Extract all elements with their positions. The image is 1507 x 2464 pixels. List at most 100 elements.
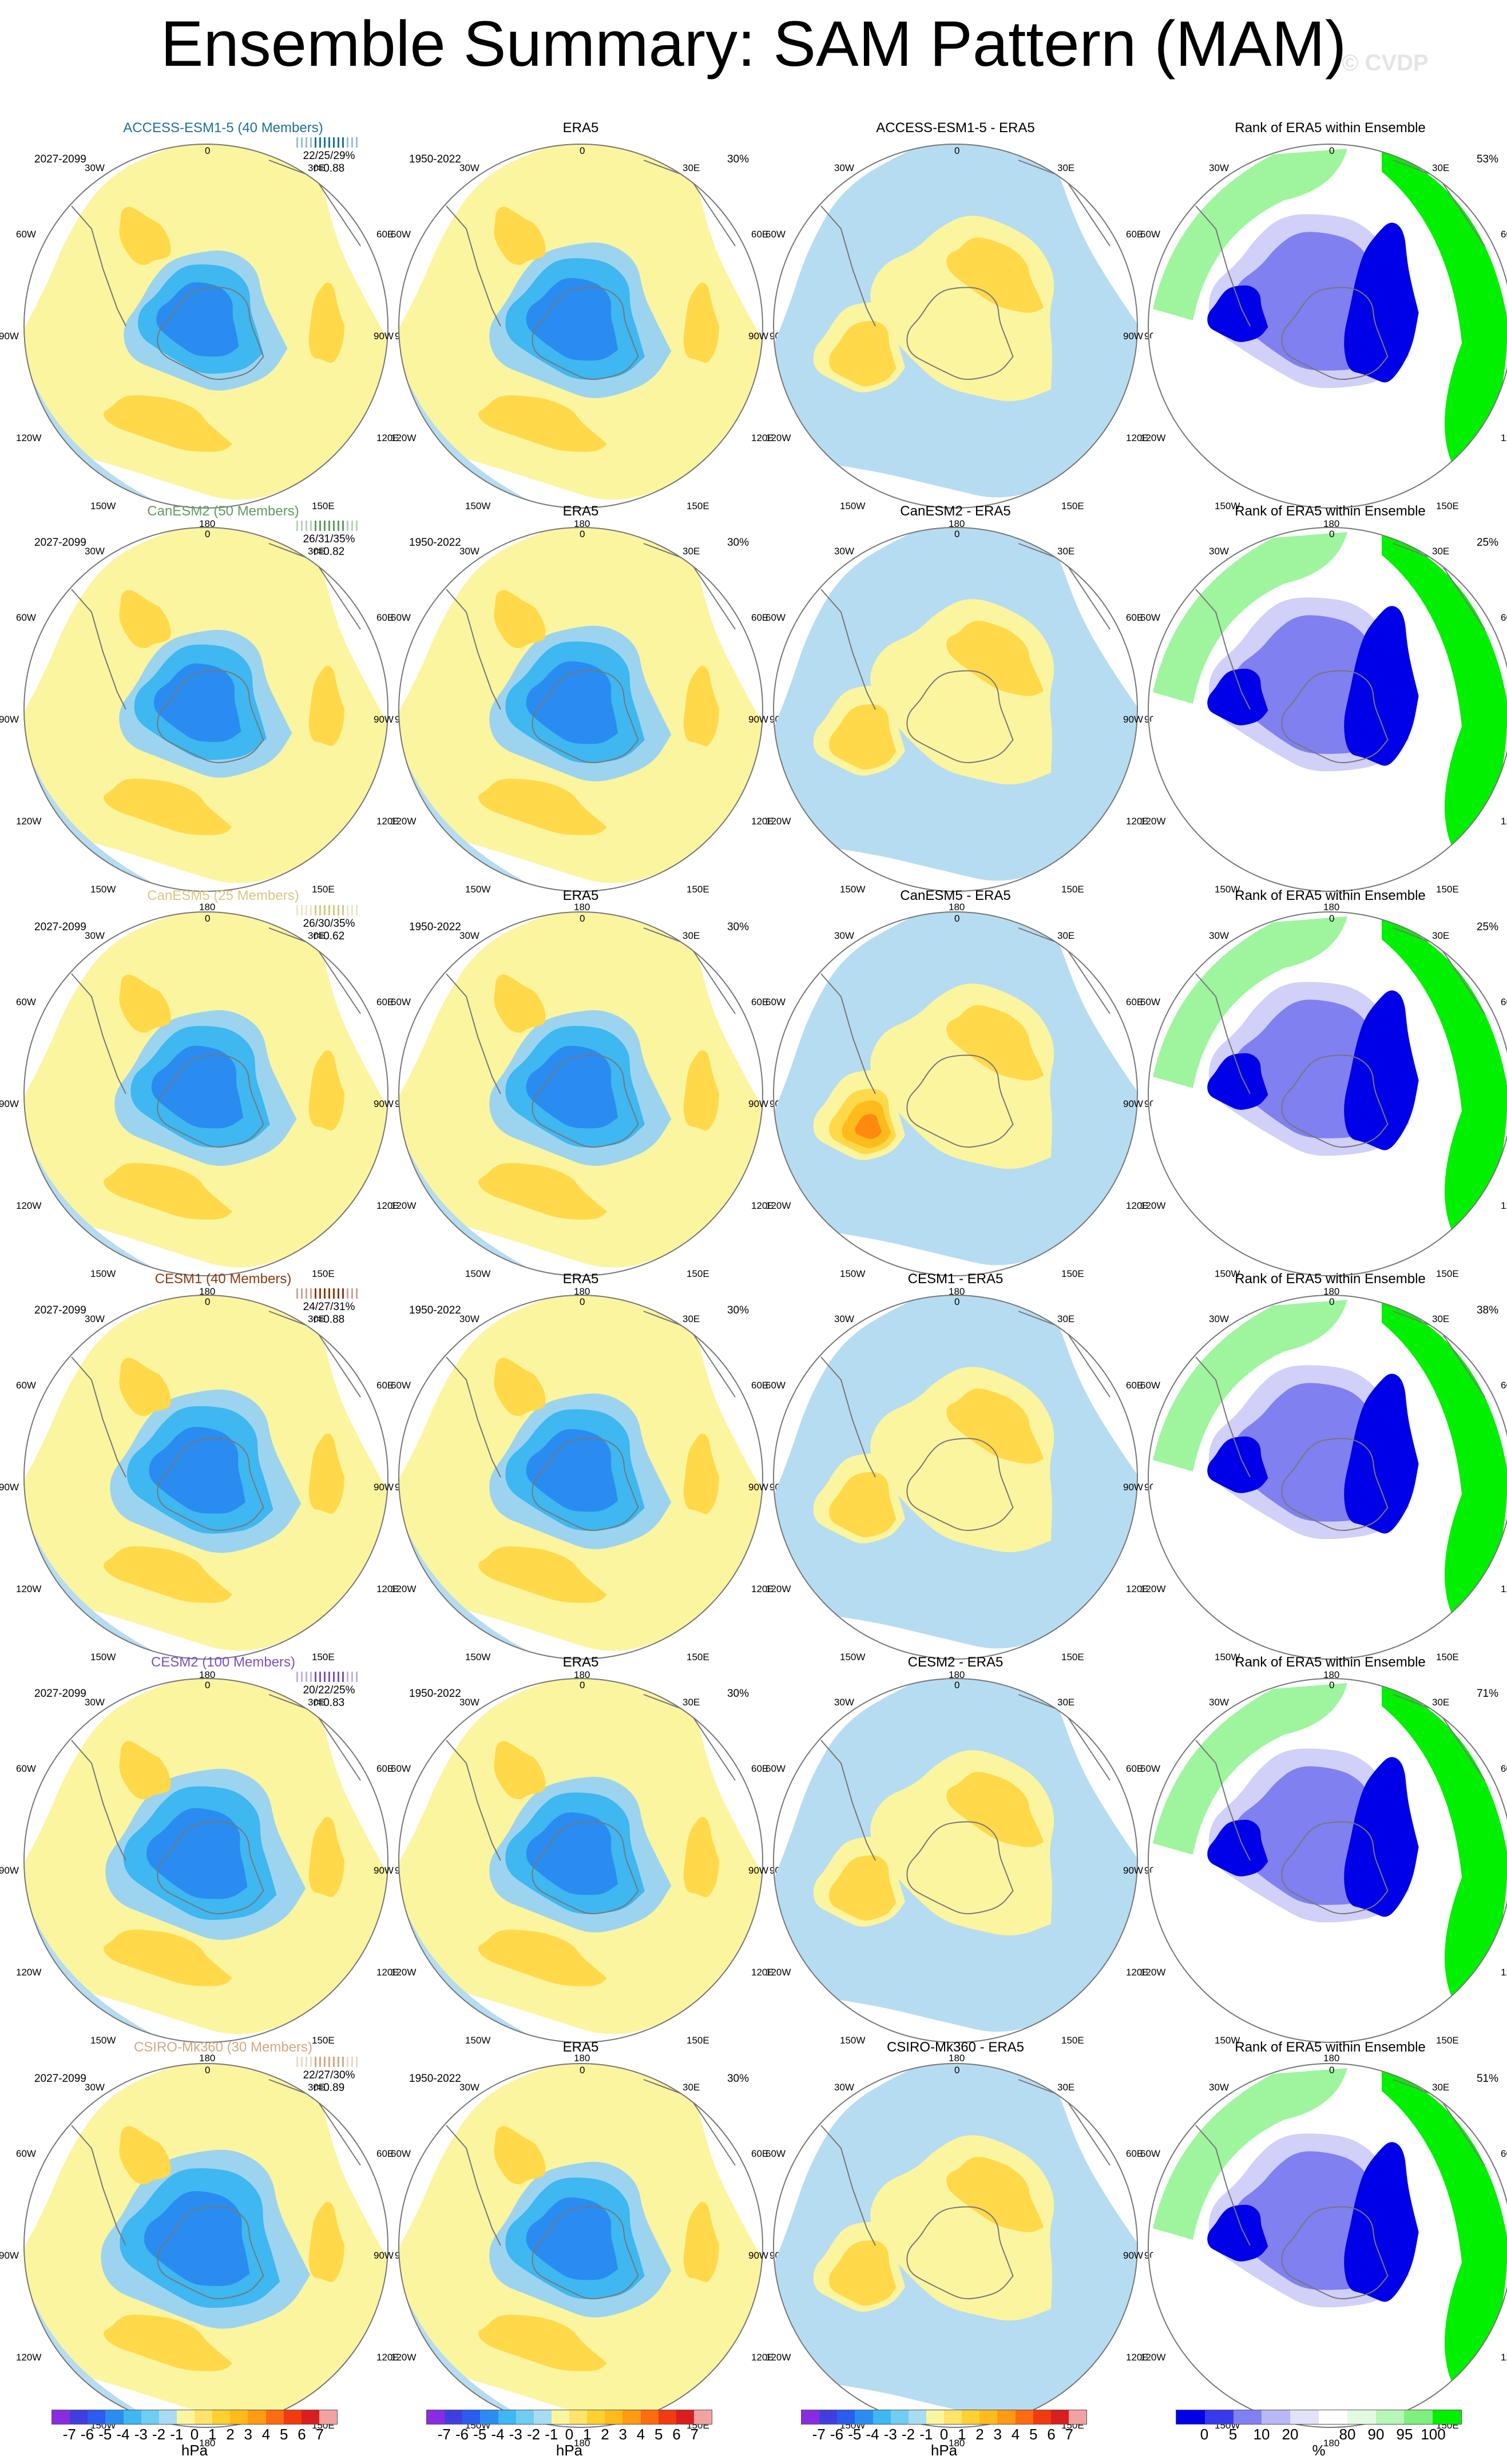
colorbar-era5: -7 -6 -5 -4 -3 -2 -1 0 1 2 3 4 5 6 7 hPa xyxy=(426,2410,712,2459)
antarctica-coast xyxy=(157,2206,264,2300)
polar-map xyxy=(1148,2063,1507,2428)
polar-map xyxy=(773,144,1138,509)
colorbar-cell xyxy=(1033,2410,1051,2424)
ensemble-stats: 24/27/31% r=0.88 xyxy=(286,1287,372,1326)
map-field xyxy=(774,1295,1137,1649)
pattern-correlation: r=0.62 xyxy=(313,930,345,942)
map-border xyxy=(398,527,763,892)
rank-blue xyxy=(1207,668,1268,725)
ensemble-spread-bar xyxy=(286,1671,372,1683)
rank-title: Rank of ERA5 within Ensemble xyxy=(1235,1271,1426,1287)
lon-label-top: 0 xyxy=(1329,913,1335,924)
south-america-coast xyxy=(71,973,126,1094)
model-panel-csiro-mk360: CSIRO-Mk360 (30 Members) 2027-2099 22/27/3… xyxy=(0,2040,412,2449)
lon-label-r4: 120E xyxy=(1501,433,1507,443)
lon-label-l4: 120W xyxy=(1140,816,1166,827)
colorbar-cell xyxy=(873,2410,891,2424)
field-neg3 xyxy=(526,661,618,744)
lon-label-r2: 60E xyxy=(376,997,394,1007)
lon-label-top: 0 xyxy=(580,1296,585,1307)
lon-label-r1: 30E xyxy=(308,2082,326,2093)
lon-label-r2: 60E xyxy=(1126,1380,1144,1391)
field-pos2 xyxy=(494,207,546,265)
pct-variance: 22/27/30% xyxy=(303,2069,355,2081)
lon-label-l3: 90W xyxy=(748,2250,768,2261)
field-pos2 xyxy=(829,1471,897,1538)
lon-label-l3: 90W xyxy=(748,331,768,342)
lon-label-l3: 90W xyxy=(374,1482,394,1493)
colorbar-tick-label: 2 xyxy=(226,2426,235,2443)
colorbar-cell xyxy=(70,2410,88,2424)
colorbar-ticks: -7 -6 -5 -4 -3 -2 -1 0 1 2 3 4 5 6 7 xyxy=(801,2425,1087,2443)
lon-label-l5: 150W xyxy=(1215,2035,1240,2046)
difference-panel-cesm2: CESM2 - ERA5030E60E90E120E150E180150W120… xyxy=(748,1654,1161,2064)
colorbar-tick-label: -1 xyxy=(170,2426,184,2443)
lon-label-l5: 150W xyxy=(840,2035,866,2046)
lon-label-r5: 150E xyxy=(687,2035,709,2046)
field-neg3 xyxy=(526,2197,618,2280)
lon-label-l3: 90W xyxy=(1123,714,1143,725)
colorbar-cell xyxy=(587,2410,605,2424)
antarctica-coast xyxy=(1281,670,1389,764)
rank-lightgreen xyxy=(1153,149,1347,320)
field-pos2 xyxy=(494,2126,546,2185)
lon-label-l4: 120W xyxy=(16,1584,42,1594)
colorbar-cell xyxy=(997,2410,1016,2424)
lon-label-l5: 150W xyxy=(90,1652,116,1662)
lon-label-l3: 90W xyxy=(1123,1098,1143,1109)
colorbar-tick-label: 4 xyxy=(1011,2426,1020,2443)
rank-blue xyxy=(1344,2142,1419,2302)
colorbar-cell xyxy=(979,2410,998,2424)
lon-label-l2: 60W xyxy=(1140,612,1160,623)
lon-label-r1: 30E xyxy=(308,546,326,557)
era5-panel-cesm1: ERA51950-202230%030E60E90E120E150E180150… xyxy=(374,1271,787,1680)
lon-label-l5: 150W xyxy=(465,501,491,511)
lon-label-top: 0 xyxy=(1329,1680,1335,1691)
lon-label-bottom: 180 xyxy=(199,2053,216,2064)
obs-pct-variance: 30% xyxy=(727,1688,749,1700)
colorbar-tick-label: 5 xyxy=(280,2426,288,2443)
polar-map xyxy=(1148,1678,1507,2043)
lon-label-l2: 60W xyxy=(1140,229,1160,240)
lon-label-r4: 120E xyxy=(1126,1584,1149,1594)
ensemble-stats: 22/27/30% r=0.89 xyxy=(286,2056,372,2094)
colorbar-tick-label: 5 xyxy=(1228,2426,1238,2443)
lon-label-l1: 30W xyxy=(1209,162,1229,173)
lon-label-l1: 30W xyxy=(1209,546,1229,557)
colorbar-cells xyxy=(51,2410,338,2425)
lon-label-r2: 60E xyxy=(376,1380,394,1391)
map-field xyxy=(24,1295,388,1654)
polar-map xyxy=(23,1295,388,1660)
colorbar-cell xyxy=(319,2410,337,2424)
lon-label-r4: 120E xyxy=(376,1200,399,1211)
africa-coast xyxy=(268,543,361,630)
era5-title: ERA5 xyxy=(562,1271,599,1287)
lon-label-r1: 30E xyxy=(683,1697,700,1708)
map-field xyxy=(24,2064,388,2423)
lon-label-l2: 60W xyxy=(16,2148,36,2159)
colorbar-tick-label: -3 xyxy=(883,2426,897,2443)
lon-label-l4: 120W xyxy=(391,1967,417,1978)
colorbar-cell xyxy=(676,2410,694,2424)
lon-label-r2: 60E xyxy=(1501,997,1507,1007)
lon-label-l3: 90W xyxy=(0,1482,19,1493)
lon-label-l4: 120W xyxy=(766,1200,791,1211)
colorbar-tick-label: 95 xyxy=(1396,2426,1413,2443)
pattern-correlation: r=0.88 xyxy=(313,1314,345,1326)
field-pos2 xyxy=(946,1388,1044,1464)
pct-variance: 26/30/35% xyxy=(303,918,355,930)
lon-label-top: 0 xyxy=(205,913,211,924)
antarctica-coast xyxy=(532,670,639,764)
difference-title: CSIRO-Mk360 - ERA5 xyxy=(886,2040,1025,2055)
lon-label-l1: 30W xyxy=(85,2082,105,2093)
lon-label-bottom: 180 xyxy=(949,518,965,529)
colorbar-cell xyxy=(658,2410,676,2424)
map-field xyxy=(774,527,1137,882)
ensemble-stats: 22/25/29% r=0.88 xyxy=(286,136,372,175)
lon-label-l5: 150W xyxy=(90,501,116,511)
colorbar-cell xyxy=(1375,2410,1405,2424)
lon-label-r5: 150E xyxy=(687,1652,709,1662)
field-pos2 xyxy=(683,2201,720,2283)
map-border xyxy=(23,1295,388,1660)
ensemble-spread-bar xyxy=(286,1287,372,1300)
